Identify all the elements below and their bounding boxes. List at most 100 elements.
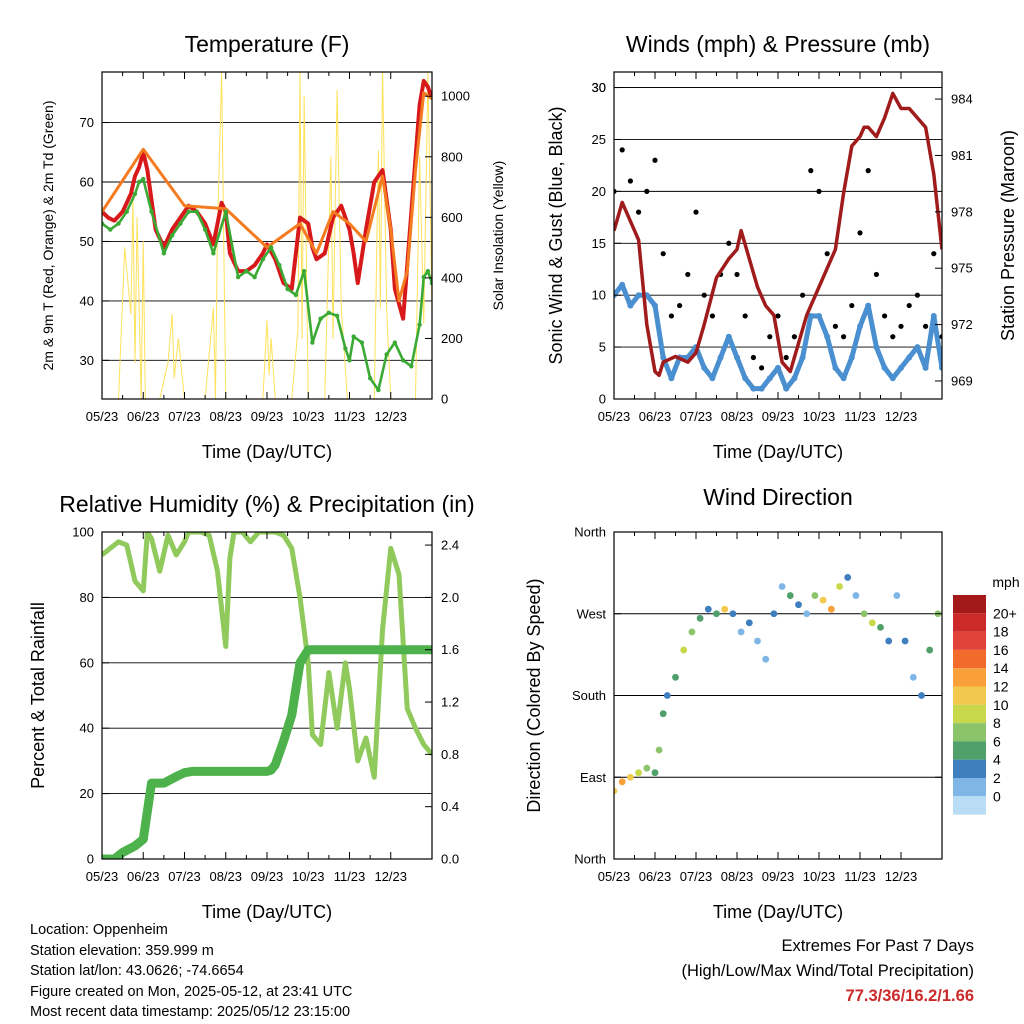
direction-point xyxy=(704,605,712,613)
y2-tick-label: 972 xyxy=(951,317,973,332)
direction-point xyxy=(819,596,827,604)
y-tick-label: East xyxy=(580,770,606,785)
x-tick-label: 09/23 xyxy=(251,409,284,424)
x-tick-label: 12/23 xyxy=(885,869,918,884)
dewpoint-point xyxy=(359,340,365,345)
wind-point xyxy=(865,302,872,309)
direction-point xyxy=(618,778,626,786)
gust-point xyxy=(931,251,937,257)
dewpoint-point xyxy=(293,292,299,298)
y2-tick-label: 0.4 xyxy=(441,799,459,814)
x-tick-label: 07/23 xyxy=(168,409,201,424)
wind-point xyxy=(824,333,831,340)
dewpoint-point xyxy=(343,346,348,351)
y-tick-label: 10 xyxy=(592,288,606,303)
gust-point xyxy=(660,251,666,257)
gust-point xyxy=(841,334,847,340)
x-tick-label: 12/23 xyxy=(374,409,407,424)
y2-tick-label: 1000 xyxy=(441,89,470,104)
wind-point xyxy=(717,354,724,361)
gust-point xyxy=(783,354,789,361)
dewpoint-point xyxy=(417,322,422,327)
wind-point xyxy=(750,385,757,392)
dewpoint-point xyxy=(318,316,323,321)
gust-point xyxy=(742,313,748,319)
gust-point xyxy=(898,323,904,329)
dewpoint-point xyxy=(268,245,274,250)
dewpoint-point xyxy=(223,209,228,214)
wind-point xyxy=(816,312,822,319)
direction-point xyxy=(868,619,876,627)
legend-label: 2 xyxy=(993,770,1001,786)
panel-title: Wind Direction xyxy=(703,484,853,510)
legend-swatch xyxy=(953,595,986,614)
wind-point xyxy=(775,364,781,371)
x-axis-title: Time (Day/UTC) xyxy=(202,902,332,922)
gust-point xyxy=(865,168,871,174)
extremes-subheading: (High/Low/Max Wind/Total Precipitation) xyxy=(681,962,974,980)
gust-point xyxy=(849,302,855,309)
legend-label: 12 xyxy=(993,679,1009,695)
direction-point xyxy=(770,610,778,618)
legend-swatch xyxy=(953,759,986,778)
legend-label: 18 xyxy=(993,624,1009,640)
direction-point xyxy=(860,610,868,618)
legend-label: 20+ xyxy=(993,605,1017,621)
legend-swatch xyxy=(953,796,986,815)
series-line-solar-insolation xyxy=(102,72,432,399)
gust-point xyxy=(939,334,942,340)
y-tick-label: 40 xyxy=(80,293,94,308)
gust-point xyxy=(668,313,675,319)
y2-tick-label: 600 xyxy=(441,210,463,225)
y-tick-label: 0 xyxy=(87,852,94,867)
info-created: Figure created on Mon, 2025-05-12, at 23… xyxy=(30,983,353,1000)
y2-tick-label: 400 xyxy=(441,270,463,285)
panel-title: Winds (mph) & Pressure (mb) xyxy=(626,31,930,57)
wind-point xyxy=(627,302,634,309)
x-tick-label: 06/23 xyxy=(127,869,160,884)
gust-point xyxy=(906,302,912,309)
dewpoint-point xyxy=(260,257,266,262)
y2-tick-label: 1.6 xyxy=(441,642,459,657)
y-tick-label: North xyxy=(574,525,606,540)
gust-point xyxy=(693,209,699,215)
y2-tick-label: 200 xyxy=(441,331,463,346)
gust-point xyxy=(791,334,798,340)
dewpoint-point xyxy=(132,191,138,197)
wind-point xyxy=(660,354,667,361)
x-tick-label: 10/23 xyxy=(803,409,836,424)
dewpoint-point xyxy=(202,227,208,232)
gust-point xyxy=(685,271,691,278)
dewpoint-point xyxy=(285,286,290,292)
dewpoint-point xyxy=(425,268,431,274)
gust-point xyxy=(832,323,839,329)
panel-1: Temperature (F) 05/23 06/23 07/23 08/23 09/23… xyxy=(40,31,506,462)
legend-swatch xyxy=(953,631,986,650)
direction-point xyxy=(762,655,770,663)
x-tick-label: 10/23 xyxy=(292,869,325,884)
y2-tick-label: 2.4 xyxy=(441,538,459,553)
x-tick-label: 10/23 xyxy=(292,409,325,424)
y-tick-label: 40 xyxy=(80,721,94,736)
y-tick-label: 15 xyxy=(592,236,606,251)
x-tick-label: 11/23 xyxy=(844,869,876,884)
wind-point xyxy=(939,364,942,371)
dewpoint-point xyxy=(194,209,200,214)
direction-point xyxy=(811,592,819,599)
legend-swatch xyxy=(953,723,986,742)
direction-point xyxy=(852,592,860,599)
gust-point xyxy=(923,323,929,329)
y2-axis-title: Station Pressure (Maroon) xyxy=(998,130,1018,341)
direction-point xyxy=(729,610,737,618)
dewpoint-point xyxy=(211,251,216,256)
gust-point xyxy=(882,313,888,319)
wind-point xyxy=(766,375,773,382)
gust-point xyxy=(627,178,634,184)
gust-point xyxy=(914,292,921,298)
y2-tick-label: 2.0 xyxy=(441,590,459,605)
dewpoint-point xyxy=(244,268,249,274)
gust-point xyxy=(750,354,757,361)
y-axis-title: 2m & 9m T (Red, Orange) & 2m Td (Green) xyxy=(40,101,56,371)
x-tick-label: 11/23 xyxy=(334,869,366,884)
